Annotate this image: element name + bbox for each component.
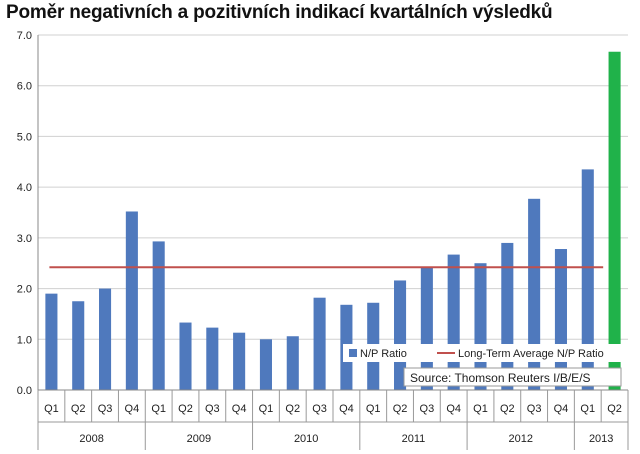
bar: [608, 51, 621, 390]
x-tick-label: Q2: [607, 403, 622, 415]
legend-label-average: Long-Term Average N/P Ratio: [458, 348, 604, 360]
legend-swatch-bar: [349, 349, 357, 357]
bar: [206, 327, 219, 390]
y-tick-label: 3.0: [17, 233, 32, 245]
bar: [72, 301, 85, 390]
x-tick-label: Q1: [151, 403, 166, 415]
y-axis: 0.0 1.0 2.0 3.0 4.0 5.0 6.0 7.0: [17, 30, 39, 397]
x-tick-label: Q1: [259, 403, 274, 415]
x-tick-label: Q4: [125, 403, 140, 415]
x-tick-label: Q2: [393, 403, 408, 415]
x-tick-label: Q2: [285, 403, 300, 415]
year-label: 2008: [79, 433, 103, 445]
year-label: 2010: [294, 433, 318, 445]
year-label: 2013: [589, 433, 613, 445]
chart-title: Poměr negativních a pozitivních indikací…: [6, 2, 553, 23]
x-tick-label: Q2: [178, 403, 193, 415]
y-tick-label: 1.0: [17, 334, 32, 346]
year-label: 2012: [508, 433, 532, 445]
y-tick-label: 2.0: [17, 284, 32, 296]
x-tick-label: Q2: [500, 403, 515, 415]
bar: [179, 322, 192, 390]
source-label: Source: Thomson Reuters I/B/E/S: [410, 371, 591, 385]
x-tick-label: Q4: [554, 403, 569, 415]
bar: [45, 293, 58, 390]
x-axis: Q1 Q2 Q3 Q4 Q1 Q2 Q3 Q4 Q1 Q2 Q3 Q4 Q1 Q2 Q3 Q4 Q1 Q2 Q3 Q4…: [37, 389, 629, 450]
x-tick-label: Q2: [71, 403, 86, 415]
legend: N/P Ratio Long-Term Average N/P Ratio Sour…: [343, 344, 622, 387]
x-tick-label: Q3: [205, 403, 220, 415]
bar: [286, 336, 299, 390]
bar: [313, 297, 326, 390]
y-tick-label: 0.0: [17, 385, 32, 397]
y-tick-label: 6.0: [17, 81, 32, 93]
bar: [528, 198, 541, 390]
bar: [152, 241, 165, 390]
bar: [259, 339, 272, 390]
x-tick-label: Q1: [473, 403, 488, 415]
x-tick-label: Q1: [580, 403, 595, 415]
legend-box: [343, 344, 621, 362]
x-tick-label: Q4: [446, 403, 461, 415]
bar: [394, 280, 407, 390]
x-tick-label: Q4: [232, 403, 247, 415]
x-tick-label: Q1: [366, 403, 381, 415]
bar: [581, 169, 594, 390]
bar: [125, 211, 138, 390]
legend-label-np-ratio: N/P Ratio: [360, 348, 407, 360]
source-box: [403, 367, 622, 387]
y-tick-label: 4.0: [17, 182, 32, 194]
x-tick-label: Q3: [98, 403, 113, 415]
year-label: 2009: [187, 433, 211, 445]
x-tick-label: Q3: [420, 403, 435, 415]
y-tick-label: 7.0: [17, 30, 32, 42]
x-tick-label: Q3: [527, 403, 542, 415]
bar: [99, 288, 112, 390]
x-tick-label: Q3: [312, 403, 327, 415]
bar: [233, 332, 246, 390]
y-tick-label: 5.0: [17, 131, 32, 143]
year-label: 2011: [402, 433, 426, 445]
x-tick-label: Q1: [44, 403, 59, 415]
x-tick-label: Q4: [339, 403, 354, 415]
